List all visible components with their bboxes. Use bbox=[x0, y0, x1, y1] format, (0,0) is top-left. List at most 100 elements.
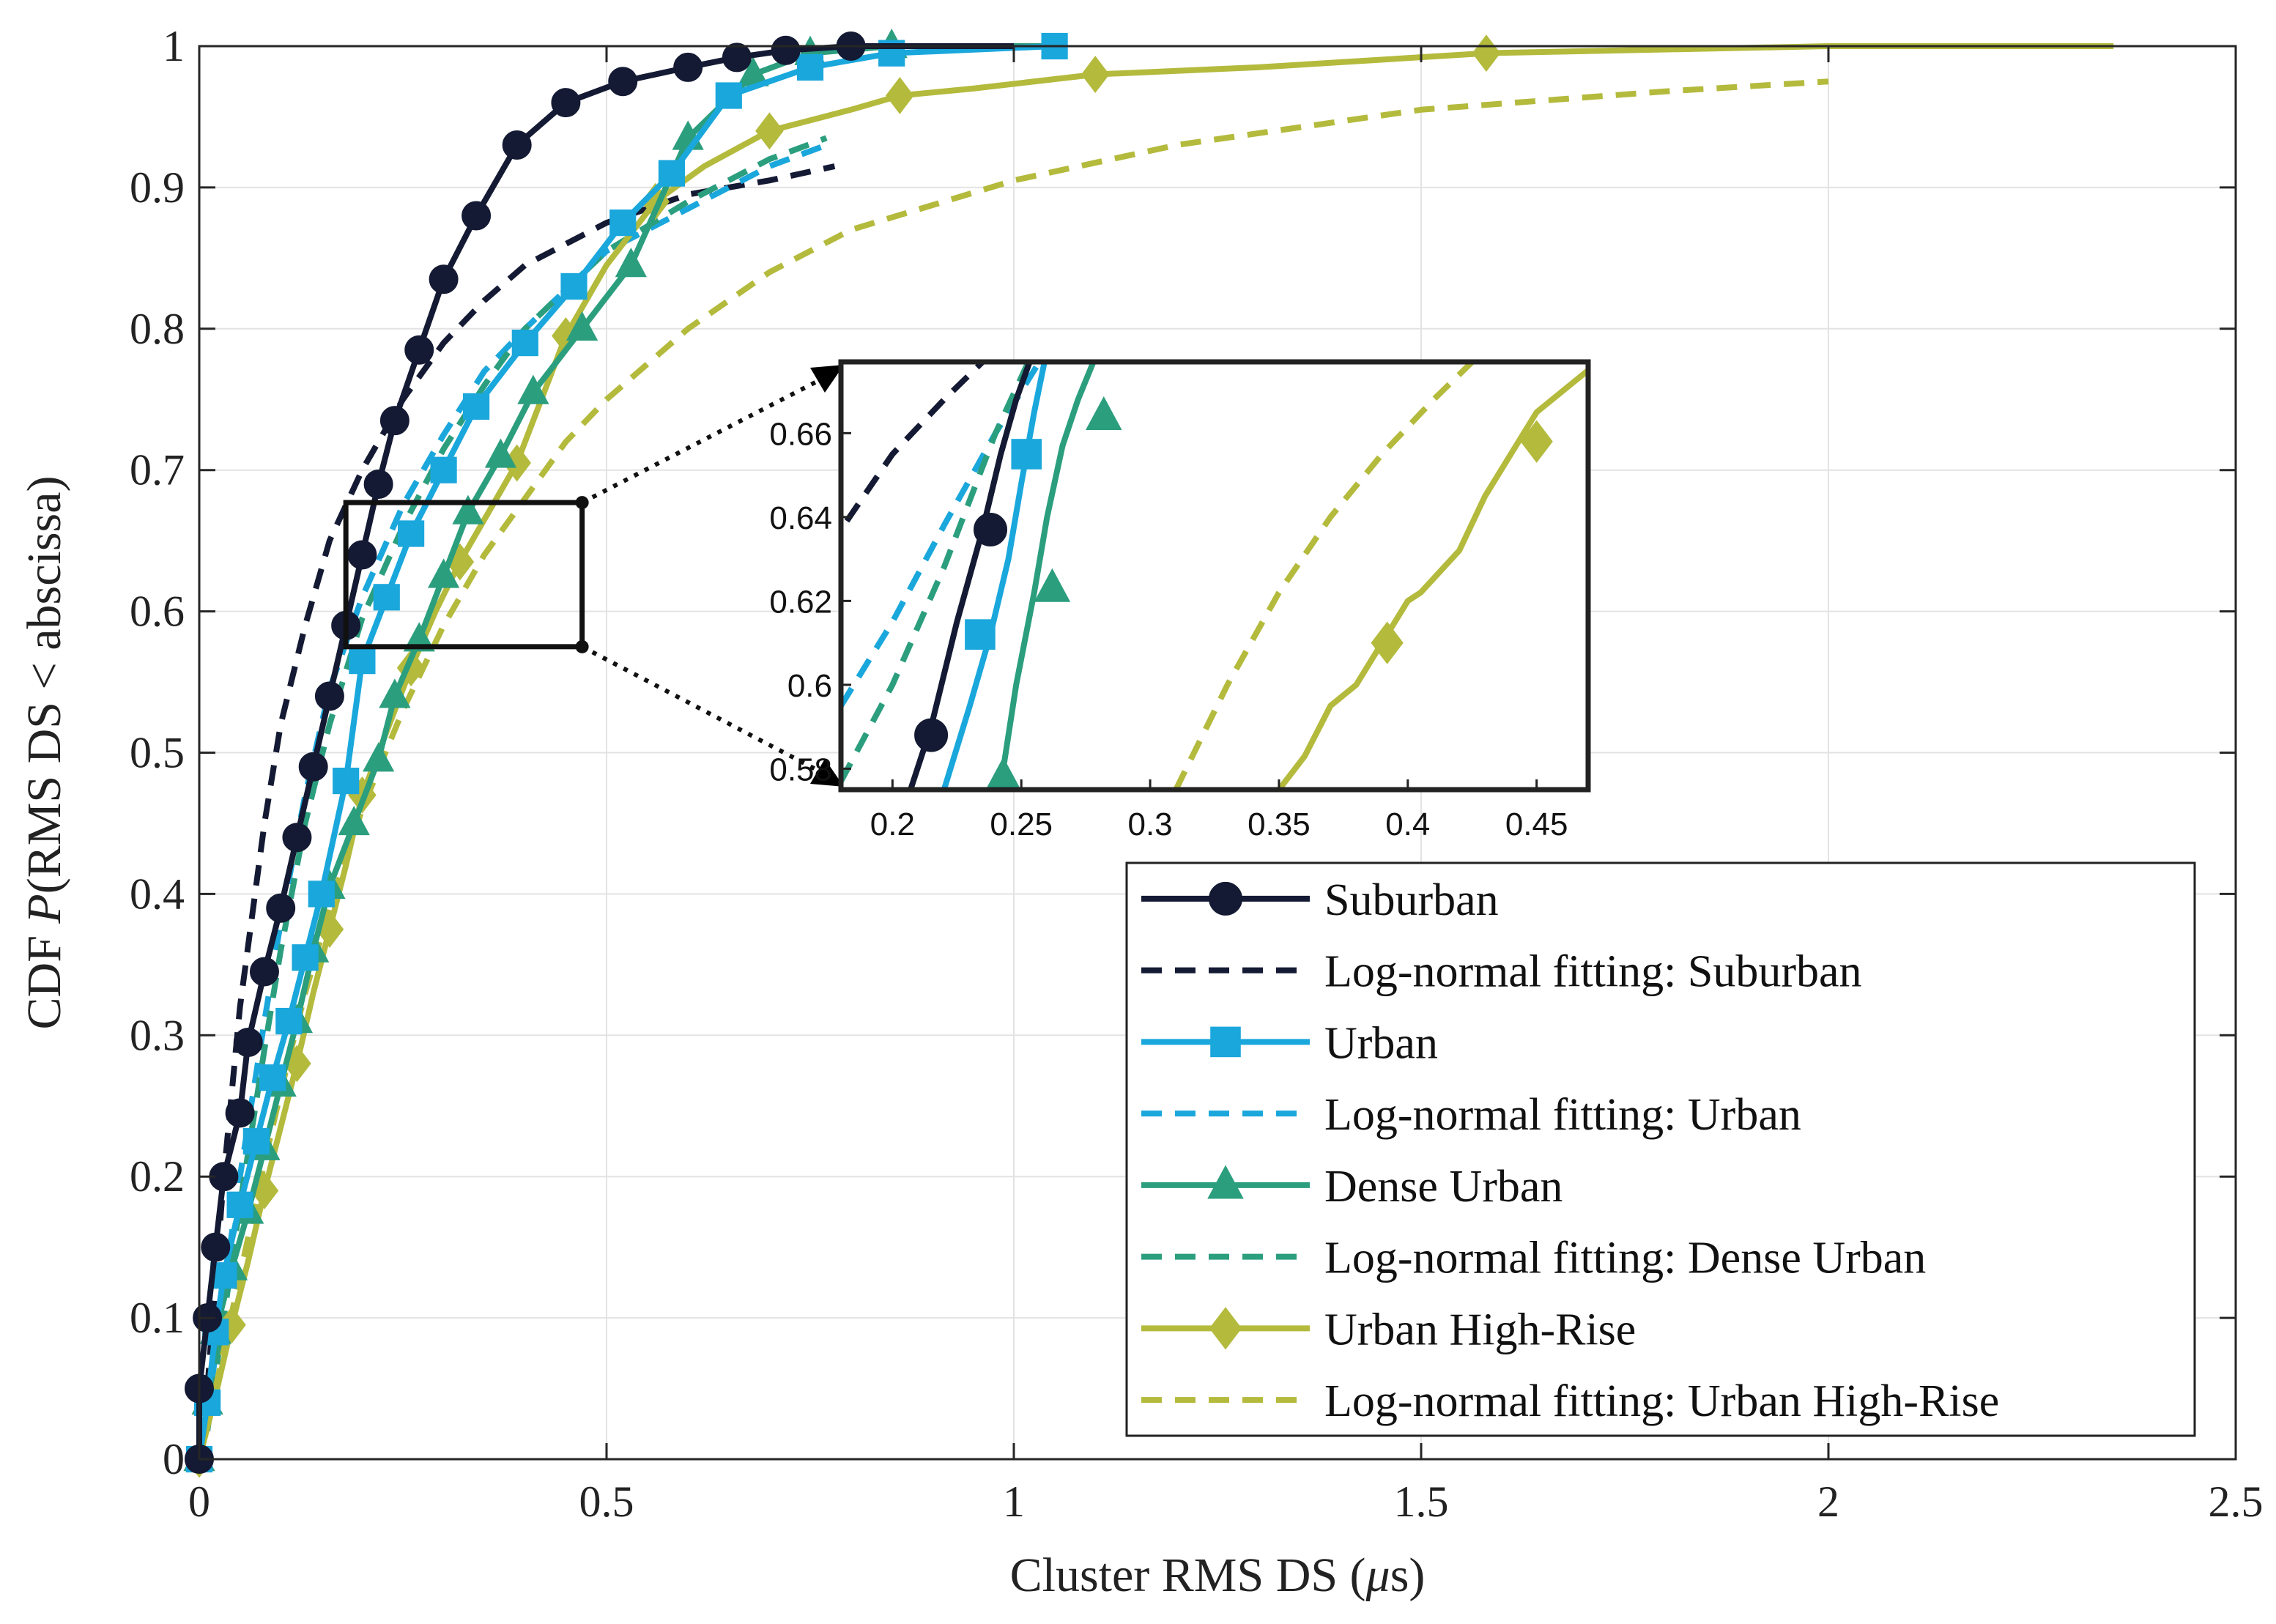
y-tick-label: 0.5 bbox=[130, 729, 185, 777]
x-tick-label: 0.5 bbox=[579, 1477, 634, 1526]
data-point-suburban bbox=[608, 67, 638, 97]
inset-line-urban bbox=[941, 362, 1048, 790]
data-point-urban bbox=[259, 1064, 286, 1091]
data-point-suburban bbox=[201, 1232, 231, 1262]
data-point-suburban bbox=[461, 201, 492, 231]
inset-point-urban bbox=[965, 619, 996, 650]
x-axis-label-main: Cluster RMS DS ( bbox=[1010, 1549, 1366, 1602]
y-tick-label: 0.9 bbox=[130, 163, 185, 212]
data-point-urban bbox=[308, 880, 335, 908]
data-point-suburban bbox=[404, 335, 434, 365]
inset-chart: 0.2 0.25 0.3 0.35 0.4 0.45 0.58 0.6 0.62 0.64 0.66 bbox=[769, 359, 1591, 842]
series-log-normal-fitting-urban bbox=[204, 142, 828, 1417]
y-tick-label: 0.3 bbox=[130, 1011, 185, 1059]
data-point-dense-urban bbox=[403, 622, 435, 652]
legend-label-suburban: Suburban bbox=[1324, 875, 1499, 925]
inset-point-urban-high-rise bbox=[1520, 420, 1553, 463]
data-point-suburban bbox=[429, 264, 459, 294]
data-point-urban-high-rise bbox=[1472, 34, 1501, 73]
data-point-urban bbox=[242, 1127, 270, 1155]
data-point-dense-urban bbox=[452, 494, 484, 524]
legend-marker-urban-high-rise bbox=[1209, 1307, 1242, 1350]
y-tick-label: 0.4 bbox=[130, 870, 185, 918]
tick-marks bbox=[198, 45, 2237, 1461]
data-point-dense-urban bbox=[379, 678, 411, 708]
data-point-suburban bbox=[266, 893, 296, 923]
inset-y-tick-label: 0.6 bbox=[787, 668, 832, 704]
inset-x-tick-label: 0.4 bbox=[1385, 807, 1430, 842]
data-point-urban bbox=[796, 53, 824, 81]
data-point-dense-urban bbox=[566, 311, 598, 341]
series-line-log-normal-fitting-urban bbox=[204, 142, 828, 1417]
data-point-urban bbox=[275, 1007, 303, 1035]
inset-series-layer bbox=[841, 362, 1588, 790]
zoom-callout bbox=[343, 365, 844, 787]
series-line-urban-high-rise bbox=[196, 43, 2114, 1460]
inset-background bbox=[841, 362, 1588, 790]
data-point-dense-urban bbox=[484, 438, 517, 468]
inset-point-urban bbox=[1011, 439, 1042, 470]
data-point-suburban bbox=[249, 957, 279, 987]
inset-y-tick-label: 0.66 bbox=[769, 416, 832, 452]
inset-point-dense-urban bbox=[985, 757, 1021, 790]
legend-label-log-normal-fitting-urban-high-rise: Log-normal fitting: Urban High-Rise bbox=[1324, 1376, 1999, 1426]
x-tick-label: 2.5 bbox=[2209, 1477, 2264, 1526]
data-point-suburban bbox=[363, 469, 393, 499]
y-axis-label-prefix: CDF bbox=[18, 924, 71, 1030]
legend-marker-suburban bbox=[1209, 881, 1242, 916]
inset-point-suburban bbox=[914, 718, 949, 752]
arrowhead-top-icon bbox=[810, 365, 844, 393]
zoom-rectangle bbox=[343, 500, 585, 650]
inset-point-dense-urban bbox=[1034, 568, 1071, 602]
series-line-log-normal-fitting-suburban bbox=[204, 163, 836, 1389]
legend-label-log-normal-fitting-urban: Log-normal fitting: Urban bbox=[1324, 1090, 1801, 1140]
legend-label-urban: Urban bbox=[1324, 1018, 1438, 1068]
legend: Suburban Log-normal fitting: Suburban Urba… bbox=[1125, 861, 2196, 1437]
data-point-suburban bbox=[314, 681, 344, 711]
series-suburban bbox=[185, 31, 1014, 1474]
data-point-suburban bbox=[282, 823, 312, 853]
data-point-dense-urban bbox=[427, 558, 460, 588]
y-tick-label: 0.6 bbox=[130, 587, 185, 636]
inset-line-urban-high-rise bbox=[1276, 368, 1588, 790]
series-urban-high-rise bbox=[185, 34, 2114, 1478]
data-point-urban-high-rise bbox=[396, 649, 426, 687]
legend-label-log-normal-fitting-suburban: Log-normal fitting: Suburban bbox=[1324, 947, 1862, 997]
data-point-suburban bbox=[502, 130, 532, 160]
data-point-suburban bbox=[379, 406, 409, 436]
data-point-suburban bbox=[771, 35, 801, 65]
zoom-connector-bottom bbox=[581, 645, 837, 782]
data-point-urban bbox=[609, 210, 637, 237]
inset-x-tick-label: 0.35 bbox=[1248, 807, 1311, 842]
inset-line-log-normal-fitting-suburban bbox=[841, 362, 987, 537]
data-point-suburban bbox=[551, 88, 581, 118]
data-point-urban bbox=[292, 944, 319, 971]
data-point-suburban bbox=[233, 1027, 263, 1057]
data-point-suburban bbox=[673, 52, 703, 82]
data-point-suburban bbox=[722, 42, 752, 73]
data-point-urban bbox=[430, 456, 457, 483]
inset-x-tick-label: 0.25 bbox=[990, 807, 1053, 842]
inset-y-tick-label: 0.62 bbox=[769, 584, 832, 620]
legend-label-dense-urban: Dense Urban bbox=[1324, 1162, 1563, 1212]
data-point-dense-urban bbox=[363, 742, 395, 772]
x-tick-label: 1 bbox=[1003, 1477, 1025, 1526]
inset-y-tick-label: 0.64 bbox=[769, 500, 832, 536]
legend-marker-urban bbox=[1210, 1026, 1241, 1058]
data-point-urban-high-rise bbox=[755, 112, 784, 150]
data-point-urban-high-rise bbox=[886, 77, 914, 114]
x-tick-label: 0 bbox=[188, 1477, 210, 1526]
data-point-urban-high-rise bbox=[1080, 56, 1110, 93]
inset-line-log-normal-fitting-urban-high-rise bbox=[1173, 362, 1477, 790]
inset-line-dense-urban bbox=[993, 362, 1097, 790]
data-point-dense-urban bbox=[338, 805, 370, 836]
series-layer bbox=[183, 29, 2114, 1478]
data-point-urban bbox=[373, 584, 400, 611]
y-tick-label: 0.2 bbox=[130, 1152, 185, 1201]
y-axis-label-p: P bbox=[18, 894, 71, 924]
legend-label-urban-high-rise: Urban High-Rise bbox=[1324, 1305, 1636, 1354]
data-point-urban bbox=[560, 272, 587, 300]
x-axis-label-unit: s) bbox=[1390, 1549, 1426, 1602]
tick-labels: 0 0.5 1 1.5 2 2.5 0 0.1 0.2 0.3 0.4 0.5 0.6 0.7 0.8 0.9… bbox=[130, 22, 2264, 1526]
